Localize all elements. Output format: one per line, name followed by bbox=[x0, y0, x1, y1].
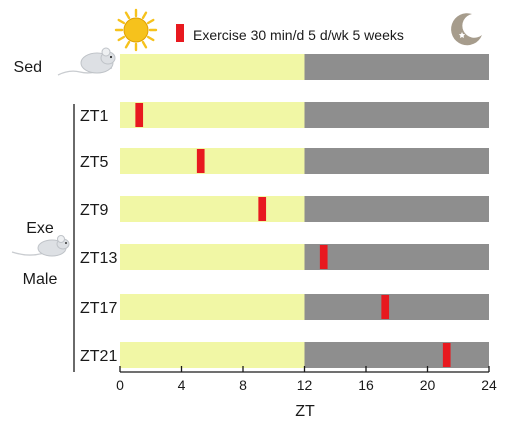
dark-phase-bar bbox=[304, 294, 489, 320]
row-label: ZT13 bbox=[80, 250, 117, 267]
timeline-row: ZT17 bbox=[80, 294, 489, 320]
x-tick-label: 16 bbox=[358, 377, 374, 393]
legend-exercise-swatch bbox=[176, 24, 184, 42]
timeline-row: ZT1 bbox=[80, 102, 489, 128]
exercise-marker bbox=[135, 103, 144, 127]
legend-label: Exercise 30 min/d 5 d/wk 5 weeks bbox=[193, 27, 404, 43]
exercise-marker bbox=[196, 149, 205, 173]
x-tick-label: 8 bbox=[239, 377, 247, 393]
x-axis-title: ZT bbox=[295, 403, 315, 420]
mouse-icon bbox=[11, 235, 70, 257]
x-tick-label: 4 bbox=[178, 377, 186, 393]
timeline-row: ZT13 bbox=[80, 244, 489, 270]
light-phase-bar bbox=[120, 148, 305, 174]
row-label: ZT1 bbox=[80, 108, 109, 125]
row-label: ZT5 bbox=[80, 154, 109, 171]
row-label: ZT17 bbox=[80, 300, 117, 317]
exercise-marker bbox=[381, 295, 390, 319]
light-phase-bar bbox=[120, 294, 305, 320]
exercise-marker bbox=[442, 343, 451, 367]
dark-phase-bar bbox=[304, 148, 489, 174]
timeline-row: ZT9 bbox=[80, 196, 489, 222]
dark-phase-bar bbox=[304, 102, 489, 128]
timeline-row: ZT5 bbox=[80, 148, 489, 174]
row-label: ZT21 bbox=[80, 348, 117, 365]
mouse-icon bbox=[57, 47, 116, 76]
light-phase-bar bbox=[120, 54, 305, 80]
exercise-marker bbox=[319, 245, 328, 269]
row-label: ZT9 bbox=[80, 202, 109, 219]
timeline-row: Sed bbox=[14, 54, 489, 80]
x-tick-label: 0 bbox=[116, 377, 124, 393]
exercise-marker bbox=[258, 197, 267, 221]
sex-label: Male bbox=[23, 271, 58, 288]
dark-phase-bar bbox=[304, 196, 489, 222]
x-tick-label: 20 bbox=[420, 377, 436, 393]
x-tick-label: 24 bbox=[481, 377, 497, 393]
light-phase-bar bbox=[120, 196, 305, 222]
dark-phase-bar bbox=[304, 244, 489, 270]
zt-axis: 0 4 8 12 16 20 24 bbox=[116, 366, 497, 393]
light-phase-bar bbox=[120, 342, 305, 368]
timeline-row: ZT21 bbox=[80, 342, 489, 368]
row-label: Sed bbox=[14, 59, 42, 76]
light-phase-bar bbox=[120, 102, 305, 128]
sun-icon bbox=[114, 8, 158, 52]
dark-phase-bar bbox=[304, 342, 489, 368]
x-tick-label: 12 bbox=[297, 377, 313, 393]
exercise-group-label: Exe bbox=[26, 220, 54, 237]
dark-phase-bar bbox=[304, 54, 489, 80]
light-phase-bar bbox=[120, 244, 305, 270]
timeline-rows: Sed ZT1 ZT5 ZT9 ZT13 ZT17 ZT21 bbox=[14, 54, 489, 368]
moon-stars-icon bbox=[451, 13, 482, 46]
